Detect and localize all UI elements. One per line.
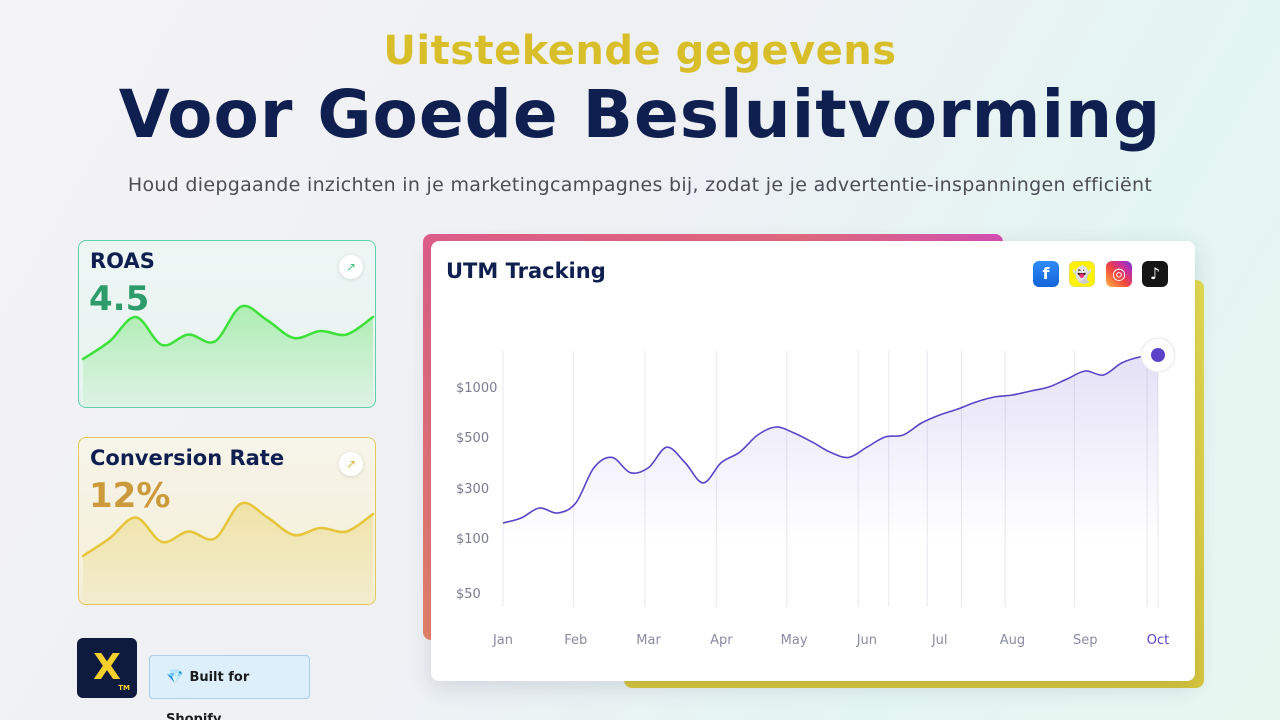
y-tick-label: $500	[456, 431, 489, 446]
conversion-rate-sparkline	[81, 501, 375, 604]
roas-card: ROAS 4.5 ↗	[78, 240, 376, 408]
arrow-up-right-icon[interactable]: ↗	[339, 452, 363, 476]
x-tick-label: Jan	[492, 633, 513, 648]
y-tick-label: $1000	[456, 381, 497, 396]
x-tick-label: Mar	[636, 633, 661, 648]
x-tick-label: Feb	[564, 633, 587, 648]
y-tick-label: $300	[456, 482, 489, 497]
y-tick-label: $50	[456, 587, 481, 602]
utm-tracking-card: $1000 $500 $300 $100 $50 Jan Feb Mar Apr May Jun Ju…	[431, 241, 1195, 681]
conversion-rate-value: 12%	[89, 476, 171, 516]
x-tick-label: Sep	[1073, 633, 1098, 648]
series-area	[503, 355, 1158, 541]
utm-tracking-chart: $1000 $500 $300 $100 $50 Jan Feb Mar Apr May Jun Ju…	[456, 337, 1176, 648]
sparkline-area	[83, 502, 373, 604]
gem-icon: 💎	[166, 669, 184, 685]
snapchat-icon[interactable]: 👻	[1069, 261, 1095, 287]
built-for-shopify-badge[interactable]: 💎 Built for Shopify	[149, 655, 310, 720]
sparkline-area	[83, 305, 373, 407]
roas-value: 4.5	[89, 279, 150, 319]
x-tick-label: Jul	[931, 633, 948, 648]
x-tick-label: Apr	[710, 633, 733, 648]
x-tick-label: May	[781, 633, 808, 648]
instagram-icon[interactable]: ◎	[1106, 261, 1132, 287]
built-for-shopify-label: Built for Shopify	[166, 670, 250, 720]
conversion-rate-card: Conversion Rate 12% ↗	[78, 437, 376, 605]
page-subline: Houd diepgaande inzichten in je marketin…	[127, 174, 1153, 196]
roas-sparkline	[81, 304, 375, 407]
conversion-rate-title: Conversion Rate	[90, 446, 285, 470]
x-tick-label: Aug	[1000, 633, 1025, 648]
page-headline: Voor Goede Besluitvorming	[118, 76, 1162, 153]
sparkline-line	[81, 304, 375, 361]
x-tick-label: Oct	[1147, 633, 1169, 648]
facebook-icon[interactable]: f	[1033, 261, 1059, 287]
series-line	[502, 354, 1159, 524]
brand-logo-trademark: TM	[118, 684, 130, 692]
sparkline-line	[81, 501, 375, 558]
brand-logo: X TM	[77, 638, 137, 698]
x-tick-label: Jun	[856, 633, 877, 648]
utm-tracking-title: UTM Tracking	[446, 259, 606, 283]
arrow-up-right-icon[interactable]: ↗	[339, 255, 363, 279]
highlight-point[interactable]	[1151, 348, 1165, 362]
page-kicker: Uitstekende gegevens	[383, 28, 897, 74]
tiktok-icon[interactable]: ♪	[1142, 261, 1168, 287]
y-tick-label: $100	[456, 532, 489, 547]
brand-logo-mark: X	[93, 647, 121, 688]
roas-title: ROAS	[90, 249, 155, 273]
